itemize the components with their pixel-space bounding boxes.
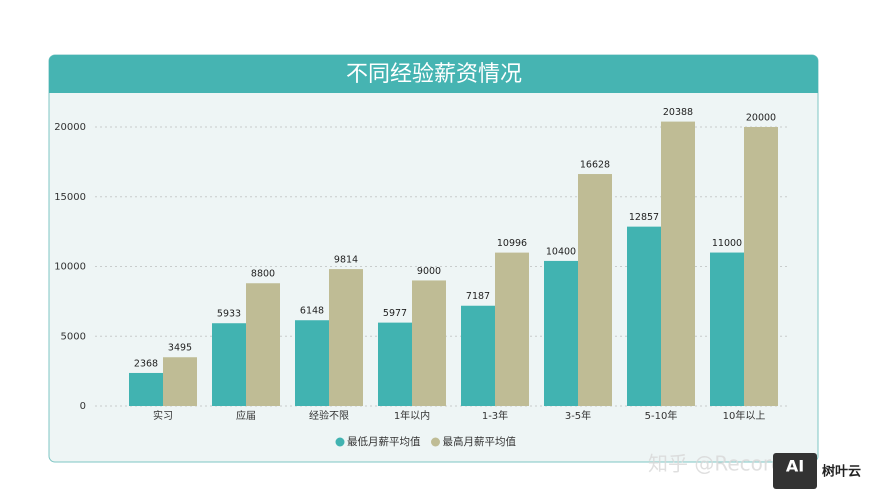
value-label: 16628 — [580, 160, 610, 171]
chart-title: 不同经验薪资情况 — [346, 62, 522, 87]
bar — [578, 174, 612, 406]
bar — [246, 283, 280, 406]
bar — [661, 121, 695, 406]
legend-marker — [431, 437, 440, 447]
y-tick-label: 5000 — [61, 331, 86, 342]
y-tick-label: 15000 — [54, 192, 86, 203]
bar — [461, 305, 495, 406]
bar — [544, 260, 578, 406]
y-tick-label: 10000 — [54, 262, 86, 273]
watermark-logo-box — [773, 453, 817, 489]
y-tick-label: 0 — [80, 401, 86, 412]
card-header — [49, 55, 818, 93]
legend-label: 最低月薪平均值 — [347, 435, 421, 448]
value-label: 5977 — [383, 308, 407, 319]
bar — [495, 252, 529, 406]
bar — [627, 226, 661, 406]
legend-label: 最高月薪平均值 — [443, 435, 517, 448]
value-label: 9000 — [417, 266, 441, 277]
value-label: 5933 — [217, 309, 241, 320]
value-label: 10996 — [497, 238, 527, 249]
bar — [378, 322, 412, 406]
x-tick-label: 5-10年 — [645, 409, 678, 422]
x-tick-label: 1-3年 — [482, 409, 508, 422]
value-label: 20388 — [663, 107, 693, 118]
bar — [329, 269, 363, 406]
x-tick-label: 10年以上 — [723, 409, 766, 422]
x-tick-label: 实习 — [153, 409, 173, 422]
value-label: 11000 — [712, 238, 742, 249]
watermark-brand: 树叶云 — [822, 464, 861, 480]
value-label: 12857 — [629, 212, 659, 223]
value-label: 6148 — [300, 306, 324, 317]
bar — [744, 127, 778, 406]
value-label: 20000 — [746, 113, 776, 124]
bar — [412, 280, 446, 406]
x-tick-label: 经验不限 — [309, 409, 349, 422]
value-label: 10400 — [546, 246, 576, 257]
bar — [163, 357, 197, 406]
value-label: 2368 — [134, 358, 158, 369]
value-label: 3495 — [168, 343, 192, 354]
value-label: 8800 — [251, 269, 275, 280]
x-tick-label: 应届 — [236, 409, 256, 422]
value-label: 9814 — [334, 255, 358, 266]
x-tick-label: 3-5年 — [565, 409, 591, 422]
x-tick-label: 1年以内 — [394, 409, 430, 422]
bar — [295, 320, 329, 406]
y-tick-label: 20000 — [54, 122, 86, 133]
legend-marker — [335, 437, 345, 447]
value-label: 7187 — [466, 291, 490, 302]
bar — [710, 252, 744, 406]
bar — [129, 372, 163, 406]
bar — [212, 323, 246, 406]
watermark-logo: AI — [786, 457, 804, 476]
